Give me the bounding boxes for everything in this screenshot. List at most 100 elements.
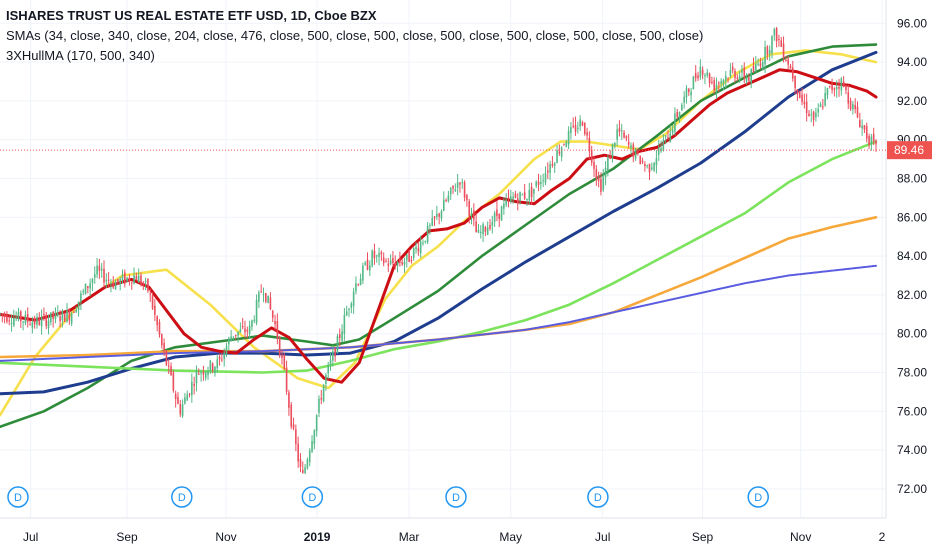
candle-body	[396, 261, 399, 266]
candle-body	[209, 360, 212, 371]
candle-body	[750, 69, 752, 84]
candle-body	[521, 194, 524, 196]
candle-body	[484, 227, 487, 232]
candle-body	[3, 314, 6, 317]
candle-body	[771, 36, 773, 54]
candle-body	[264, 293, 267, 302]
candle-body	[572, 125, 575, 127]
candle-body	[207, 370, 209, 376]
candle-body	[114, 282, 117, 290]
candle-body	[234, 334, 237, 336]
candle-body	[315, 415, 318, 432]
candle-body	[743, 67, 746, 79]
hullma-legend-line[interactable]: 3XHullMA (170, 500, 340)	[6, 48, 155, 63]
candle-body	[301, 470, 304, 473]
candle-body	[22, 321, 24, 323]
candle-body	[177, 396, 179, 404]
dividend-marker	[171, 486, 193, 508]
candle-body	[403, 261, 406, 265]
candle-body	[498, 213, 501, 219]
candle-body	[184, 397, 186, 404]
candle-body	[701, 69, 704, 75]
candle-body	[627, 141, 630, 145]
candle-body	[551, 163, 554, 166]
candle-body	[560, 147, 563, 157]
candle-body	[283, 354, 286, 369]
candle-body	[729, 69, 732, 77]
candle-body	[271, 310, 274, 318]
candle-body	[334, 348, 336, 357]
candle-body	[84, 284, 87, 294]
candle-body	[147, 278, 149, 292]
candle-body	[609, 156, 612, 159]
candle-body	[357, 284, 360, 286]
y-tick-label: 80.00	[897, 327, 927, 341]
candle-body	[267, 295, 269, 304]
candle-body	[52, 311, 54, 319]
candle-body	[727, 78, 729, 80]
candle-body	[401, 262, 403, 265]
x-tick-label: Nov	[215, 530, 236, 544]
candle-body	[24, 314, 27, 324]
candle-body	[678, 111, 681, 117]
candle-body	[706, 72, 709, 76]
candle-body	[745, 77, 748, 82]
candle-body	[657, 148, 660, 155]
candle-body	[681, 104, 683, 111]
candle-body	[870, 136, 873, 144]
candle-body	[179, 404, 182, 415]
candle-body	[738, 75, 741, 80]
candle-body	[394, 262, 397, 267]
candle-body	[188, 393, 191, 395]
candle-body	[77, 301, 80, 310]
series-line-sma-500	[0, 264, 877, 362]
candle-body	[734, 70, 736, 79]
candle-body	[812, 111, 815, 120]
dividend-marker-label: D	[178, 492, 186, 504]
candle-body	[849, 100, 852, 110]
candle-body	[602, 176, 605, 190]
candle-body	[674, 113, 676, 132]
candle-body	[431, 217, 434, 226]
candle-body	[126, 277, 128, 282]
sma-legend-line[interactable]: SMAs (34, close, 340, close, 204, close,…	[6, 28, 704, 43]
candle-body	[140, 275, 142, 285]
candle-body	[59, 316, 61, 322]
candle-body	[156, 316, 158, 326]
candle-body	[588, 138, 591, 152]
candle-body	[103, 268, 105, 283]
candle-body	[704, 75, 706, 77]
candle-body	[581, 122, 584, 126]
dividend-marker	[445, 486, 467, 508]
last-price-label: 89.46	[894, 143, 924, 157]
candle-body	[720, 81, 722, 84]
candle-body	[667, 137, 669, 140]
candle-body	[660, 147, 662, 152]
candle-body	[872, 134, 875, 142]
candle-body	[752, 66, 755, 72]
candle-body	[567, 130, 570, 145]
y-tick-label: 82.00	[897, 288, 927, 302]
candle-body	[791, 67, 794, 79]
candle-body	[68, 310, 71, 321]
candle-body	[75, 309, 78, 313]
candle-body	[10, 322, 13, 324]
series-line-sma-340	[0, 50, 878, 396]
candle-body	[341, 331, 343, 341]
dividend-marker-label: D	[14, 492, 22, 504]
candle-body	[787, 59, 789, 65]
candle-body	[89, 283, 91, 289]
candle-body	[646, 165, 648, 167]
symbol-title[interactable]: ISHARES TRUST US REAL ESTATE ETF USD, 1D…	[6, 8, 377, 23]
candle-body	[454, 189, 457, 192]
candle-body	[142, 283, 145, 285]
candle-body	[355, 283, 357, 292]
candle-body	[583, 123, 586, 134]
candle-body	[808, 113, 810, 117]
candle-body	[475, 221, 477, 233]
dividend-marker-label: D	[754, 492, 762, 504]
candle-body	[154, 305, 156, 315]
